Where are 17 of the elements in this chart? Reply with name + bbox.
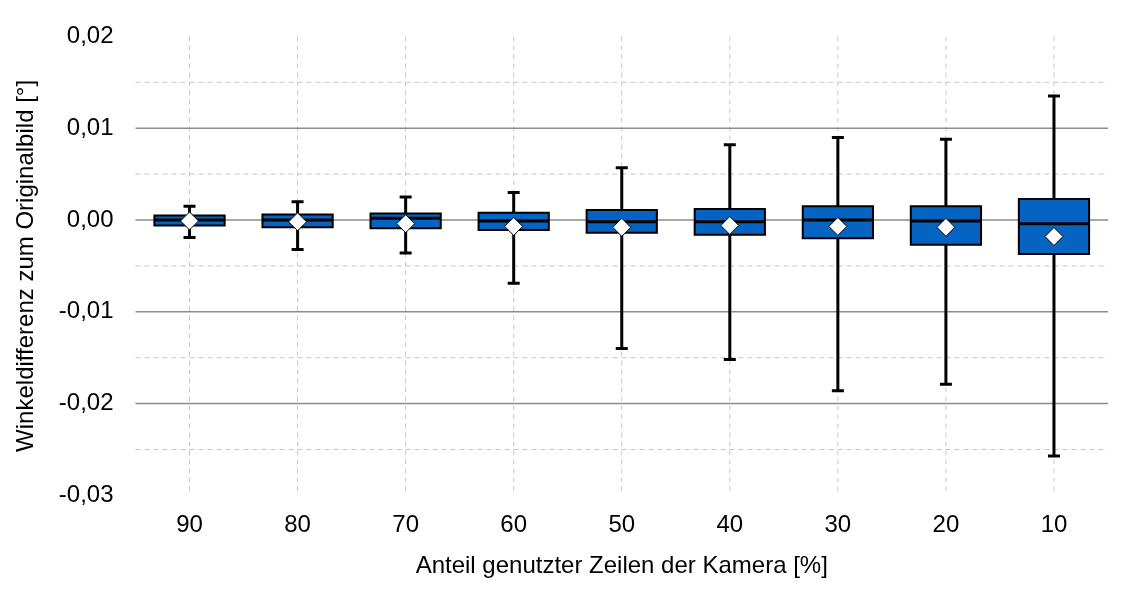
x-tick-label: 50 bbox=[608, 510, 636, 538]
x-axis-title: Anteil genutzter Zeilen der Kamera [%] bbox=[415, 551, 828, 579]
x-tick-label: 90 bbox=[176, 510, 203, 538]
x-tick-label: 80 bbox=[284, 510, 311, 538]
y-tick-label: -0,02 bbox=[58, 388, 114, 416]
y-tick-label: 0,02 bbox=[66, 21, 114, 49]
x-tick-label: 10 bbox=[1040, 510, 1068, 538]
x-tick-label: 20 bbox=[932, 510, 960, 538]
x-tick-label: 70 bbox=[392, 510, 419, 538]
y-axis-title: Winkeldifferenz zum Originalbild [°] bbox=[11, 79, 39, 452]
x-tick-label: 40 bbox=[716, 510, 744, 538]
y-tick-label: -0,03 bbox=[58, 480, 114, 508]
x-tick-label: 30 bbox=[824, 510, 852, 538]
y-tick-label: 0,00 bbox=[66, 204, 114, 232]
y-tick-label: 0,01 bbox=[66, 112, 114, 140]
y-tick-label: -0,01 bbox=[58, 296, 114, 324]
x-tick-label: 60 bbox=[500, 510, 528, 538]
